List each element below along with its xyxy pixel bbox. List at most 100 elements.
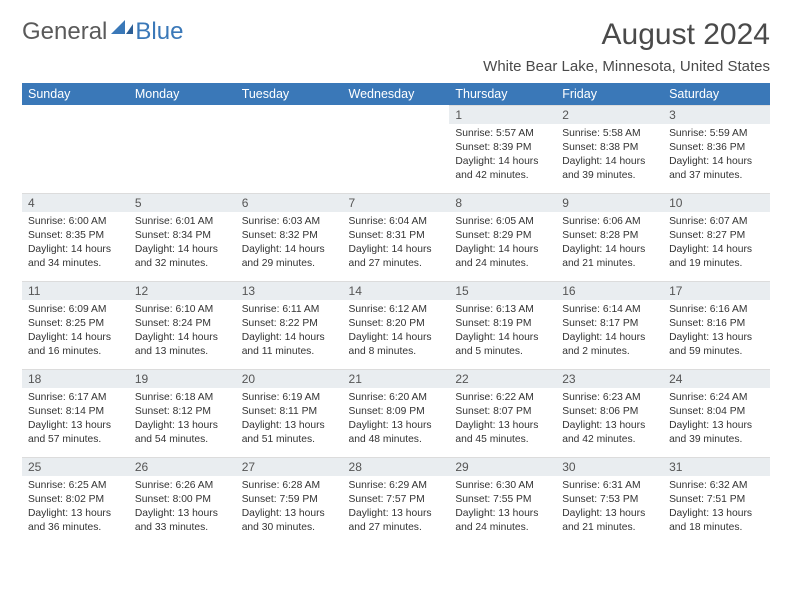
sunrise-text: Sunrise: 6:18 AM xyxy=(135,391,230,405)
daylight-text: Daylight: 14 hours and 42 minutes. xyxy=(455,155,550,183)
sunset-text: Sunset: 7:57 PM xyxy=(349,493,444,507)
calendar-cell: 10Sunrise: 6:07 AMSunset: 8:27 PMDayligh… xyxy=(663,193,770,281)
sunrise-text: Sunrise: 6:31 AM xyxy=(562,479,657,493)
day-header: Wednesday xyxy=(343,83,450,105)
daylight-text: Daylight: 13 hours and 54 minutes. xyxy=(135,419,230,447)
sunset-text: Sunset: 8:39 PM xyxy=(455,141,550,155)
calendar-cell: 27Sunrise: 6:28 AMSunset: 7:59 PMDayligh… xyxy=(236,457,343,545)
day-number: 2 xyxy=(556,105,663,124)
sunset-text: Sunset: 8:02 PM xyxy=(28,493,123,507)
calendar-cell: 21Sunrise: 6:20 AMSunset: 8:09 PMDayligh… xyxy=(343,369,450,457)
day-body: Sunrise: 6:29 AMSunset: 7:57 PMDaylight:… xyxy=(343,476,450,539)
month-title: August 2024 xyxy=(483,18,770,52)
daylight-text: Daylight: 14 hours and 2 minutes. xyxy=(562,331,657,359)
daylight-text: Daylight: 13 hours and 45 minutes. xyxy=(455,419,550,447)
sunset-text: Sunset: 8:00 PM xyxy=(135,493,230,507)
sunrise-text: Sunrise: 6:32 AM xyxy=(669,479,764,493)
calendar-cell: 12Sunrise: 6:10 AMSunset: 8:24 PMDayligh… xyxy=(129,281,236,369)
day-body: Sunrise: 6:18 AMSunset: 8:12 PMDaylight:… xyxy=(129,388,236,451)
sunrise-text: Sunrise: 6:07 AM xyxy=(669,215,764,229)
sunrise-text: Sunrise: 6:17 AM xyxy=(28,391,123,405)
day-number: 20 xyxy=(236,369,343,388)
day-body: Sunrise: 6:12 AMSunset: 8:20 PMDaylight:… xyxy=(343,300,450,363)
calendar-cell: 6Sunrise: 6:03 AMSunset: 8:32 PMDaylight… xyxy=(236,193,343,281)
calendar-cell: 29Sunrise: 6:30 AMSunset: 7:55 PMDayligh… xyxy=(449,457,556,545)
day-header: Saturday xyxy=(663,83,770,105)
calendar-cell xyxy=(22,105,129,193)
day-header: Friday xyxy=(556,83,663,105)
daylight-text: Daylight: 14 hours and 11 minutes. xyxy=(242,331,337,359)
day-header: Thursday xyxy=(449,83,556,105)
day-number: 13 xyxy=(236,281,343,300)
day-body: Sunrise: 6:14 AMSunset: 8:17 PMDaylight:… xyxy=(556,300,663,363)
sunrise-text: Sunrise: 6:12 AM xyxy=(349,303,444,317)
day-number: 10 xyxy=(663,193,770,212)
sunrise-text: Sunrise: 6:09 AM xyxy=(28,303,123,317)
sunset-text: Sunset: 8:25 PM xyxy=(28,317,123,331)
day-header-row: Sunday Monday Tuesday Wednesday Thursday… xyxy=(22,83,770,105)
sunrise-text: Sunrise: 6:22 AM xyxy=(455,391,550,405)
day-number: 17 xyxy=(663,281,770,300)
brand-logo: General Blue xyxy=(22,18,183,46)
sunrise-text: Sunrise: 6:23 AM xyxy=(562,391,657,405)
calendar-row: 25Sunrise: 6:25 AMSunset: 8:02 PMDayligh… xyxy=(22,457,770,545)
day-number: 30 xyxy=(556,457,663,476)
sunrise-text: Sunrise: 6:03 AM xyxy=(242,215,337,229)
day-body: Sunrise: 6:28 AMSunset: 7:59 PMDaylight:… xyxy=(236,476,343,539)
day-body: Sunrise: 6:24 AMSunset: 8:04 PMDaylight:… xyxy=(663,388,770,451)
day-header: Tuesday xyxy=(236,83,343,105)
daylight-text: Daylight: 14 hours and 27 minutes. xyxy=(349,243,444,271)
sunset-text: Sunset: 7:55 PM xyxy=(455,493,550,507)
daylight-text: Daylight: 14 hours and 5 minutes. xyxy=(455,331,550,359)
day-body: Sunrise: 6:10 AMSunset: 8:24 PMDaylight:… xyxy=(129,300,236,363)
sunset-text: Sunset: 8:19 PM xyxy=(455,317,550,331)
day-body: Sunrise: 5:59 AMSunset: 8:36 PMDaylight:… xyxy=(663,124,770,187)
daylight-text: Daylight: 13 hours and 36 minutes. xyxy=(28,507,123,535)
calendar-cell: 14Sunrise: 6:12 AMSunset: 8:20 PMDayligh… xyxy=(343,281,450,369)
sunset-text: Sunset: 8:27 PM xyxy=(669,229,764,243)
sunset-text: Sunset: 8:32 PM xyxy=(242,229,337,243)
day-body: Sunrise: 6:20 AMSunset: 8:09 PMDaylight:… xyxy=(343,388,450,451)
daylight-text: Daylight: 14 hours and 8 minutes. xyxy=(349,331,444,359)
daylight-text: Daylight: 13 hours and 42 minutes. xyxy=(562,419,657,447)
day-number: 22 xyxy=(449,369,556,388)
calendar-cell: 20Sunrise: 6:19 AMSunset: 8:11 PMDayligh… xyxy=(236,369,343,457)
sunset-text: Sunset: 8:24 PM xyxy=(135,317,230,331)
calendar-cell: 16Sunrise: 6:14 AMSunset: 8:17 PMDayligh… xyxy=(556,281,663,369)
title-block: August 2024 White Bear Lake, Minnesota, … xyxy=(483,18,770,75)
calendar-cell: 8Sunrise: 6:05 AMSunset: 8:29 PMDaylight… xyxy=(449,193,556,281)
day-body: Sunrise: 6:19 AMSunset: 8:11 PMDaylight:… xyxy=(236,388,343,451)
calendar-row: 1Sunrise: 5:57 AMSunset: 8:39 PMDaylight… xyxy=(22,105,770,193)
day-body: Sunrise: 6:26 AMSunset: 8:00 PMDaylight:… xyxy=(129,476,236,539)
sunset-text: Sunset: 8:28 PM xyxy=(562,229,657,243)
sunset-text: Sunset: 8:22 PM xyxy=(242,317,337,331)
sunset-text: Sunset: 7:59 PM xyxy=(242,493,337,507)
day-number: 21 xyxy=(343,369,450,388)
sunset-text: Sunset: 8:31 PM xyxy=(349,229,444,243)
day-body: Sunrise: 5:58 AMSunset: 8:38 PMDaylight:… xyxy=(556,124,663,187)
calendar-cell: 22Sunrise: 6:22 AMSunset: 8:07 PMDayligh… xyxy=(449,369,556,457)
calendar-cell: 15Sunrise: 6:13 AMSunset: 8:19 PMDayligh… xyxy=(449,281,556,369)
calendar-cell: 1Sunrise: 5:57 AMSunset: 8:39 PMDaylight… xyxy=(449,105,556,193)
sunset-text: Sunset: 8:14 PM xyxy=(28,405,123,419)
sunrise-text: Sunrise: 6:04 AM xyxy=(349,215,444,229)
day-body: Sunrise: 6:00 AMSunset: 8:35 PMDaylight:… xyxy=(22,212,129,275)
sunrise-text: Sunrise: 6:11 AM xyxy=(242,303,337,317)
calendar-row: 18Sunrise: 6:17 AMSunset: 8:14 PMDayligh… xyxy=(22,369,770,457)
sunset-text: Sunset: 8:38 PM xyxy=(562,141,657,155)
calendar-cell: 18Sunrise: 6:17 AMSunset: 8:14 PMDayligh… xyxy=(22,369,129,457)
day-number: 16 xyxy=(556,281,663,300)
header: General Blue August 2024 White Bear Lake… xyxy=(22,18,770,75)
day-body: Sunrise: 6:01 AMSunset: 8:34 PMDaylight:… xyxy=(129,212,236,275)
daylight-text: Daylight: 14 hours and 13 minutes. xyxy=(135,331,230,359)
day-number: 11 xyxy=(22,281,129,300)
day-number: 12 xyxy=(129,281,236,300)
calendar-cell: 9Sunrise: 6:06 AMSunset: 8:28 PMDaylight… xyxy=(556,193,663,281)
daylight-text: Daylight: 14 hours and 21 minutes. xyxy=(562,243,657,271)
calendar-table: Sunday Monday Tuesday Wednesday Thursday… xyxy=(22,83,770,545)
day-number: 26 xyxy=(129,457,236,476)
daylight-text: Daylight: 13 hours and 48 minutes. xyxy=(349,419,444,447)
day-body: Sunrise: 6:09 AMSunset: 8:25 PMDaylight:… xyxy=(22,300,129,363)
day-body: Sunrise: 6:07 AMSunset: 8:27 PMDaylight:… xyxy=(663,212,770,275)
sunset-text: Sunset: 7:51 PM xyxy=(669,493,764,507)
